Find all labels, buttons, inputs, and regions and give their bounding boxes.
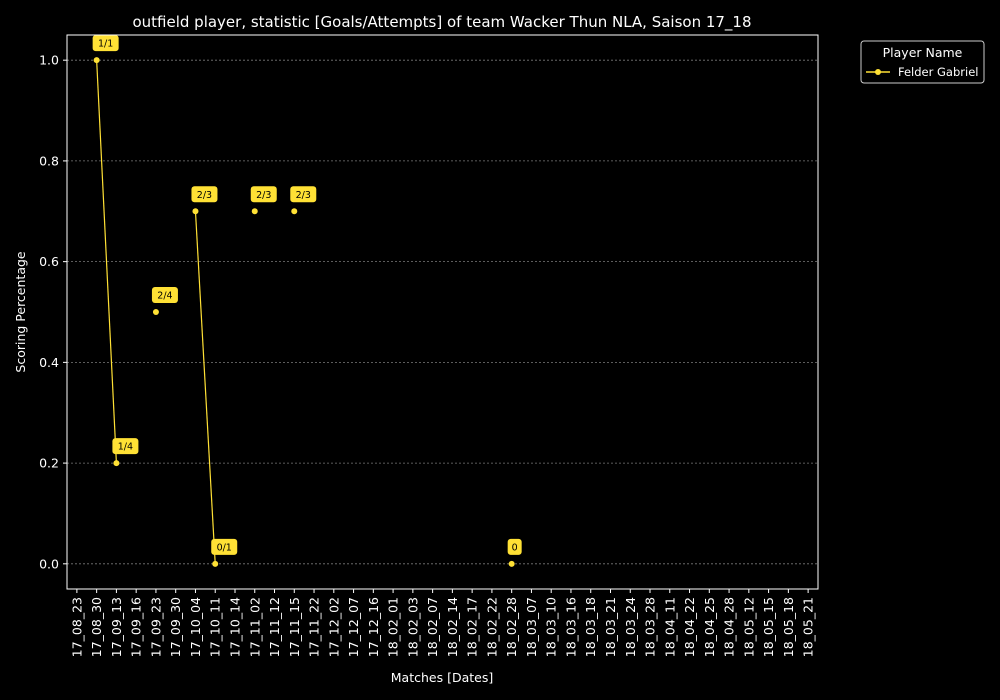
x-tick-label: 17_09_16 [129, 597, 144, 657]
series-layer: 1/1 1/4 2/4 2/3 0/1 2/3 2/3 0 [92, 35, 522, 567]
y-tick-label: 0.0 [39, 556, 59, 571]
data-point [152, 309, 159, 315]
x-tick-label: 18_04_25 [702, 597, 717, 657]
x-tick-label: 18_04_28 [722, 597, 737, 657]
x-tick-label: 17_12_02 [326, 597, 341, 657]
x-tick-label: 18_04_11 [662, 597, 677, 657]
data-label-box [112, 438, 139, 455]
x-tick-label: 17_10_11 [208, 597, 223, 657]
x-axis: 17_08_23 17_08_30 17_09_13 17_09_16 17_09_23… [69, 589, 816, 657]
x-tick-label: 17_12_16 [366, 597, 381, 657]
legend-entry-label: Felder Gabriel [898, 65, 978, 79]
data-point [113, 460, 120, 467]
x-tick-label: 18_03_18 [583, 597, 598, 657]
x-tick-label: 17_09_30 [168, 597, 183, 657]
x-tick-label: 18_03_28 [643, 597, 658, 657]
y-tick-label: 0.6 [39, 254, 59, 269]
x-tick-label: 18_02_03 [405, 597, 420, 657]
x-tick-label: 18_03_16 [563, 597, 578, 657]
data-label-box [191, 186, 218, 203]
data-label: 2/4 [151, 287, 178, 303]
x-tick-label: 17_11_22 [307, 597, 322, 657]
x-tick-label: 18_05_18 [781, 597, 796, 657]
data-label: 2/3 [191, 186, 218, 203]
x-tick-label: 17_11_02 [247, 597, 262, 657]
y-tick-label: 0.4 [39, 355, 59, 370]
data-label: 2/3 [250, 186, 277, 203]
y-tick-label: 0.8 [39, 153, 59, 168]
data-point [93, 57, 100, 64]
data-label-box [250, 186, 277, 203]
plot-area-frame [66, 34, 819, 590]
x-tick-label: 18_02_22 [484, 597, 499, 657]
x-tick-label: 17_10_14 [227, 597, 242, 657]
legend-title: Player Name [883, 45, 963, 60]
data-label-box [507, 538, 522, 555]
data-label-box [211, 538, 238, 555]
x-tick-label: 18_05_12 [741, 597, 756, 657]
data-point [291, 208, 298, 215]
x-tick-label: 17_12_07 [346, 597, 361, 657]
data-label: 2/3 [290, 186, 317, 203]
series-line-segment [96, 60, 118, 464]
x-tick-label: 17_11_12 [267, 597, 282, 657]
y-tick-label: 0.2 [39, 456, 59, 471]
data-label: 0 [507, 538, 522, 555]
data-label-text: 2/3 [256, 190, 271, 201]
x-tick-label: 18_02_14 [445, 597, 460, 657]
x-tick-label: 18_02_01 [386, 597, 401, 657]
legend-marker-sample [875, 69, 881, 75]
x-tick-label: 18_02_17 [465, 597, 480, 657]
x-axis-label: Matches [Dates] [391, 670, 493, 685]
data-label: 1/1 [92, 35, 119, 52]
series-line-segment [194, 211, 216, 564]
data-label-text: 1/4 [118, 442, 133, 453]
data-label-text: 2/3 [296, 190, 311, 201]
grid-lines [67, 59, 818, 565]
x-tick-label: 17_09_13 [109, 597, 124, 657]
data-label: 1/4 [112, 438, 139, 455]
x-tick-label: 18_03_07 [524, 597, 539, 657]
y-axis-label: Scoring Percentage [13, 251, 28, 373]
data-label-box [290, 186, 317, 203]
data-point [508, 560, 515, 567]
x-tick-label: 18_03_21 [603, 597, 618, 657]
x-tick-label: 18_02_28 [504, 597, 519, 657]
data-label-text: 2/4 [157, 291, 172, 302]
data-label-box [151, 287, 178, 303]
data-point [192, 208, 199, 215]
legend-box [860, 40, 985, 84]
x-tick-label: 18_04_22 [682, 597, 697, 657]
x-tick-label: 18_03_10 [544, 597, 559, 657]
x-tick-label: 17_08_30 [89, 597, 104, 657]
y-tick-label: 1.0 [39, 53, 59, 68]
data-label-text: 2/3 [197, 190, 212, 201]
x-tick-label: 17_08_23 [69, 597, 84, 657]
data-label-text: 0/1 [217, 542, 232, 553]
x-tick-label: 17_10_04 [188, 597, 203, 657]
x-tick-label: 17_11_15 [287, 597, 302, 657]
data-label-box [92, 35, 119, 52]
x-tick-label: 17_09_23 [148, 597, 163, 657]
chart-title: outfield player, statistic [Goals/Attemp… [132, 13, 751, 32]
data-label-text: 0 [512, 542, 518, 553]
x-tick-label: 18_05_21 [801, 597, 816, 657]
x-tick-label: 18_03_24 [623, 597, 638, 657]
data-label-text: 1/1 [98, 39, 113, 50]
data-label: 0/1 [211, 538, 238, 555]
y-axis: 0.0 0.2 0.4 0.6 0.8 1.0 [39, 53, 67, 571]
x-tick-label: 18_05_15 [761, 597, 776, 657]
x-tick-label: 18_02_07 [425, 597, 440, 657]
data-point [251, 208, 258, 215]
data-point [212, 560, 219, 567]
legend: Player Name Felder Gabriel [860, 40, 985, 84]
